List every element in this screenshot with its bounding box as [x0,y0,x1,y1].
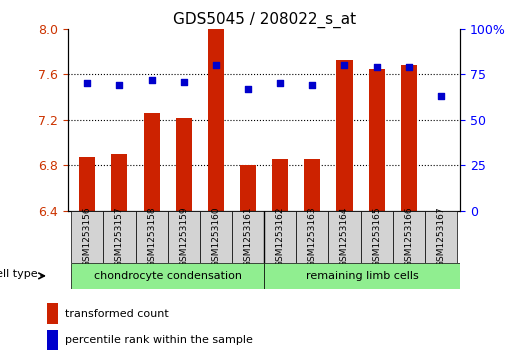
Bar [304,159,321,211]
Point [405,64,413,70]
Bar [200,211,232,263]
Point [147,77,156,83]
Text: chondrocyte condensation: chondrocyte condensation [94,271,242,281]
Bar [143,113,160,211]
Text: GSM1253161: GSM1253161 [244,207,253,267]
Text: transformed count: transformed count [65,309,169,319]
Point [179,79,188,85]
Point [437,93,445,99]
Bar [336,60,353,211]
Point [372,64,381,70]
Point [340,62,349,68]
Text: GSM1253163: GSM1253163 [308,207,317,267]
Bar [272,159,288,211]
Text: GSM1253166: GSM1253166 [404,207,413,267]
Bar [208,29,224,211]
Point [244,86,252,92]
Point [308,82,316,88]
Bar [232,211,264,263]
Text: GSM1253160: GSM1253160 [211,207,220,267]
Text: cell type: cell type [0,269,38,279]
Title: GDS5045 / 208022_s_at: GDS5045 / 208022_s_at [173,12,356,28]
Bar [240,165,256,211]
Bar [71,263,264,289]
Text: percentile rank within the sample: percentile rank within the sample [65,335,253,345]
Bar [71,211,104,263]
Point [115,82,123,88]
Text: GSM1253159: GSM1253159 [179,207,188,267]
Bar [47,303,59,324]
Bar [264,263,460,289]
Bar [111,154,128,211]
Text: remaining limb cells: remaining limb cells [306,271,418,281]
Bar [425,211,457,263]
Text: GSM1253167: GSM1253167 [437,207,446,267]
Bar [360,211,393,263]
Bar [393,211,425,263]
Text: GSM1253158: GSM1253158 [147,207,156,267]
Bar [401,65,417,211]
Point [276,81,285,86]
Point [212,62,220,68]
Bar [328,211,360,263]
Text: GSM1253157: GSM1253157 [115,207,124,267]
Text: GSM1253156: GSM1253156 [83,207,92,267]
Bar [369,69,385,211]
Bar [47,330,59,350]
Bar [264,211,296,263]
Bar [104,211,135,263]
Bar [176,118,192,211]
Text: GSM1253165: GSM1253165 [372,207,381,267]
Bar [79,157,95,211]
Text: GSM1253162: GSM1253162 [276,207,285,267]
Text: GSM1253164: GSM1253164 [340,207,349,267]
Point [83,81,92,86]
Bar [135,211,168,263]
Bar [168,211,200,263]
Bar [296,211,328,263]
